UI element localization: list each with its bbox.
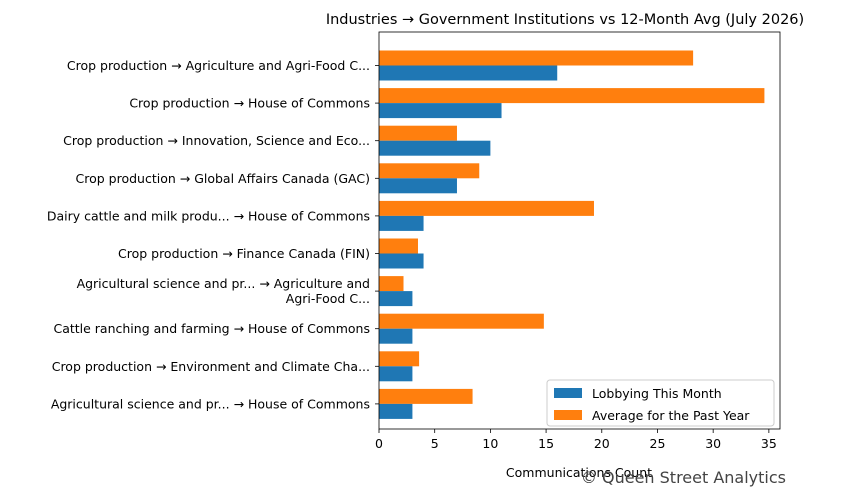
x-tick-label-35: 35 [761, 436, 777, 451]
category-label-crop-production-environment-and-climate-cha: Crop production → Environment and Climat… [52, 359, 370, 374]
category-label-agricultural-science-and-pr-house-of-commons: Agricultural science and pr... → House o… [51, 396, 370, 411]
category-label-agricultural-science-and-pr-agriculture-and-agri-food-c-line-0: Agricultural science and pr... → Agricul… [77, 276, 370, 291]
bar-average-past-year-2 [379, 125, 457, 141]
bar-lobbying-this-month-6 [379, 291, 413, 307]
bar-lobbying-this-month-0 [379, 65, 558, 81]
category-label-crop-production-finance-canada-fin: Crop production → Finance Canada (FIN) [118, 246, 370, 261]
chart-title: Industries → Government Institutions vs … [326, 12, 804, 28]
bar-lobbying-this-month-7 [379, 328, 413, 344]
bar-average-past-year-5 [379, 238, 418, 254]
legend: Lobbying This Month Average for the Past… [546, 379, 775, 427]
bar-average-past-year-1 [379, 88, 765, 104]
x-axis-label: Communications Count [506, 465, 652, 480]
x-tick-label-25: 25 [650, 436, 666, 451]
watermark: © Queen Street Analytics [581, 468, 786, 487]
category-label-dairy-cattle-and-milk-produ-house-of-commons: Dairy cattle and milk produ... → House o… [47, 208, 370, 223]
bar-lobbying-this-month-3 [379, 178, 457, 194]
legend-swatch-past-year [554, 410, 582, 420]
bar-lobbying-this-month-8 [379, 366, 413, 382]
category-label-agricultural-science-and-pr-agriculture-and-agri-food-c-line-1: Agri-Food C... [286, 291, 370, 306]
bar-average-past-year-0 [379, 50, 694, 66]
bar-lobbying-this-month-5 [379, 253, 424, 269]
legend-box [546, 379, 775, 427]
bar-lobbying-this-month-4 [379, 215, 424, 231]
x-axis: 0 5 10 15 20 25 30 35 [375, 429, 777, 451]
plot-frame [378, 31, 781, 430]
legend-label-this-month: Lobbying This Month [592, 386, 722, 401]
bar-average-past-year-8 [379, 351, 420, 367]
y-axis: Crop production → Agriculture and Agri-F… [47, 58, 379, 411]
x-tick-label-5: 5 [431, 436, 439, 451]
bar-average-past-year-7 [379, 313, 544, 329]
x-tick-label-10: 10 [482, 436, 498, 451]
x-tick-label-15: 15 [538, 436, 554, 451]
bar-lobbying-this-month-9 [379, 403, 413, 419]
legend-swatch-this-month [554, 388, 582, 398]
category-label-crop-production-house-of-commons: Crop production → House of Commons [129, 96, 370, 111]
category-label-crop-production-innovation-science-and-eco: Crop production → Innovation, Science an… [63, 133, 370, 148]
bar-average-past-year-6 [379, 276, 404, 292]
legend-label-past-year: Average for the Past Year [592, 408, 750, 423]
x-tick-label-0: 0 [375, 436, 383, 451]
bars-layer [379, 50, 765, 419]
category-label-cattle-ranching-and-farming-house-of-commons: Cattle ranching and farming → House of C… [53, 321, 370, 336]
bar-lobbying-this-month-1 [379, 103, 502, 119]
bar-lobbying-this-month-2 [379, 140, 491, 156]
x-tick-label-30: 30 [705, 436, 721, 451]
category-label-crop-production-agriculture-and-agri-food-c: Crop production → Agriculture and Agri-F… [67, 58, 370, 73]
bar-average-past-year-4 [379, 200, 594, 216]
x-tick-label-20: 20 [594, 436, 610, 451]
bar-average-past-year-9 [379, 388, 473, 404]
category-label-crop-production-global-affairs-canada-gac: Crop production → Global Affairs Canada … [76, 171, 371, 186]
bar-average-past-year-3 [379, 163, 480, 179]
